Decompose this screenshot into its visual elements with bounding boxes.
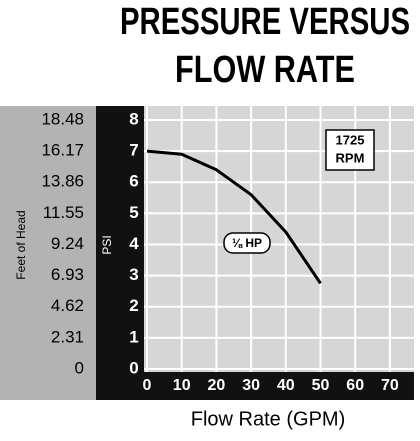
x-axis-label: Flow Rate (GPM) xyxy=(191,408,345,430)
x-tick-label: 40 xyxy=(277,377,295,394)
x-tick-label: 20 xyxy=(208,377,226,394)
x-tick-label: 70 xyxy=(381,377,399,394)
y-tick-label: 8 xyxy=(129,109,138,128)
y2-tick-label: 13.86 xyxy=(41,172,84,191)
annotation: RPM xyxy=(336,150,365,165)
x-tick-label: 0 xyxy=(143,377,152,394)
y2-axis-label: Feet of Head xyxy=(14,210,28,279)
y2-tick-label: 9.24 xyxy=(51,234,84,253)
chart-title: PRESSURE VERSUS xyxy=(120,1,410,43)
y2-tick-label: 6.93 xyxy=(51,265,84,284)
x-panel xyxy=(96,372,414,400)
annotation: 1725 xyxy=(336,132,365,147)
x-tick-label: 50 xyxy=(312,377,330,394)
y-tick-label: 4 xyxy=(129,234,139,253)
chart-subtitle: FLOW RATE xyxy=(175,49,355,91)
y2-tick-label: 2.31 xyxy=(51,327,84,346)
x-tick-label: 60 xyxy=(346,377,364,394)
data-line xyxy=(146,149,322,285)
y2-tick-label: 4.62 xyxy=(51,296,84,315)
y-tick-label: 2 xyxy=(129,296,138,315)
x-tick-label: 10 xyxy=(173,377,191,394)
y2-tick-label: 16.17 xyxy=(41,141,84,160)
y2-tick-label: 0 xyxy=(75,358,84,377)
y2-panel xyxy=(0,106,96,400)
annotation: ⅛ HP xyxy=(232,236,262,250)
y2-tick-label: 18.48 xyxy=(41,109,84,128)
x-tick-label: 30 xyxy=(242,377,260,394)
y-tick-label: 1 xyxy=(129,327,138,346)
y-tick-label: 0 xyxy=(129,358,138,377)
y-tick-label: 7 xyxy=(129,141,138,160)
y-tick-label: 3 xyxy=(129,265,138,284)
y-tick-label: 6 xyxy=(129,172,138,191)
y-axis-label: PSI xyxy=(100,235,114,254)
y2-tick-label: 11.55 xyxy=(43,203,84,222)
y-tick-label: 5 xyxy=(129,203,138,222)
hp-box xyxy=(223,232,271,254)
y-panel xyxy=(96,106,144,400)
rpm-box xyxy=(325,129,375,171)
